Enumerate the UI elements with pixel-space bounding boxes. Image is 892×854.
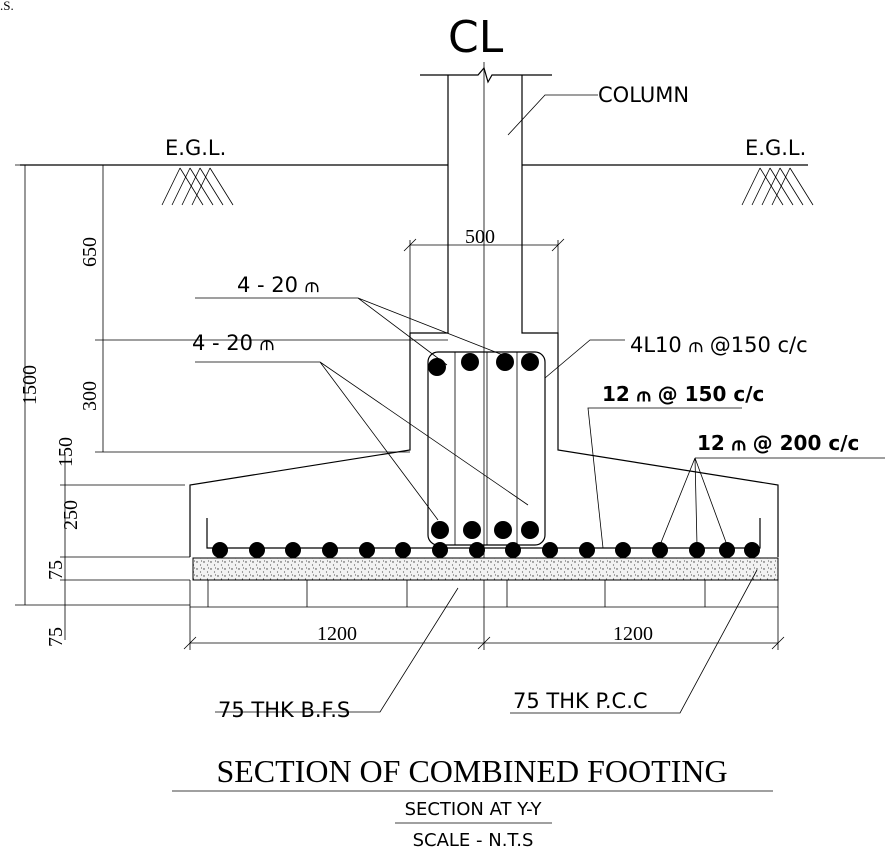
rebar-label: 12 ⫙ @ 200 c/c: [697, 431, 859, 455]
dimension-label: 500: [465, 226, 495, 248]
column-label: COLUMN: [598, 83, 689, 107]
dimension-lines: [15, 164, 448, 640]
rebar: [428, 353, 539, 539]
egl-label: E.G.L.: [165, 136, 226, 160]
leader: [195, 297, 509, 366]
leader: [587, 407, 742, 549]
scale-note: SCALE - N.T.S: [413, 830, 534, 851]
bfs-layer: [189, 580, 779, 608]
title: SECTION OF COMBINED FOOTING: [216, 753, 727, 789]
dimension-label: 300: [79, 381, 101, 411]
rebar-label: 4L10 ⫙ @150 c/c: [630, 333, 808, 357]
corner-note: .S.: [0, 0, 14, 13]
leader: [544, 339, 625, 379]
leader: [195, 361, 529, 521]
rebar: [212, 542, 760, 558]
stirrup-legs: [454, 352, 518, 545]
egl-label: E.G.L.: [745, 136, 806, 160]
subtitle: SECTION AT Y-Y: [405, 799, 543, 820]
leader: [659, 457, 885, 546]
leader: [510, 569, 758, 714]
dimension-label: 150: [55, 437, 77, 467]
dimension-label: 1200: [613, 623, 653, 645]
dimension-label: 75: [45, 560, 67, 580]
ground-hatch: [741, 167, 814, 206]
column-leader: [507, 94, 598, 136]
centerline-label: CL: [448, 12, 504, 63]
break-line: [420, 66, 552, 84]
pcc-layer: [192, 557, 779, 581]
layer-label: 75 THK B.F.S: [218, 698, 350, 722]
dimension-label: 250: [60, 500, 82, 530]
dimension: [403, 238, 565, 333]
ground-hatch: [161, 167, 234, 206]
rebar-label: 4 - 20 ⫙: [237, 273, 319, 297]
rebar-label: 4 - 20 ⫙: [192, 331, 274, 355]
rebar-label: 12 ⫙ @ 150 c/c: [602, 382, 764, 406]
outline-left: [189, 75, 449, 557]
layer-label: 75 THK P.C.C: [513, 689, 648, 713]
dimension-label: 1500: [19, 365, 41, 405]
dimension-lines: [183, 607, 785, 650]
dimension-label: 1200: [317, 623, 357, 645]
stirrup: [427, 351, 546, 546]
dimension-label: 650: [79, 237, 101, 267]
dimension-label: 75: [45, 627, 67, 647]
outline-right: [521, 75, 779, 557]
leader: [215, 587, 459, 713]
